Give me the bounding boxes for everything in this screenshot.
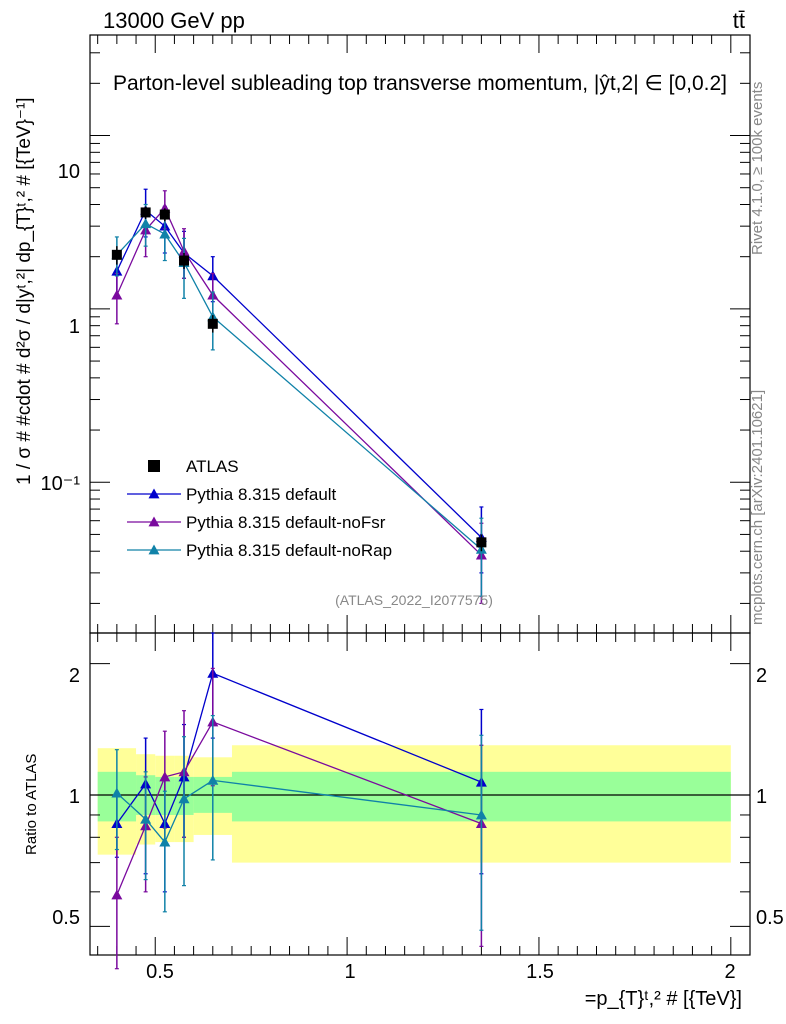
xtick-label-1: 1 — [344, 961, 355, 983]
point-noRap — [159, 228, 171, 239]
main-series-group — [111, 188, 487, 605]
xtick-label-1-5: 1.5 — [526, 961, 554, 983]
ratio-line-noFsr — [116, 721, 482, 896]
ratio-ytick-label-2-right: 2 — [756, 665, 767, 687]
ratio-uncertainty-bands — [97, 745, 731, 863]
ratio-series-group — [111, 632, 487, 970]
plot-frames — [89, 34, 751, 956]
legend-marker-noFsr — [148, 516, 160, 527]
ratio-ytick-label-0-5-left: 0.5 — [52, 907, 80, 929]
main-ytick-label-10: 10 — [58, 161, 80, 183]
xtick-label-0-5: 0.5 — [146, 961, 174, 983]
series-line-noFsr — [116, 207, 482, 556]
x-axis-label: =p_{T}ᵗ,² # [{TeV}] — [585, 988, 742, 1010]
point-noFsr — [111, 289, 123, 300]
plot-title: Parton-level subleading top transverse m… — [113, 72, 727, 95]
ratio-series-noRap — [111, 715, 487, 931]
ratio-plot-frame — [89, 632, 751, 956]
ratio-point-noRap — [207, 774, 219, 785]
ratio-y-axis-label: Ratio to ATLAS — [23, 754, 40, 855]
main-y-axis-label: 1 / σ # #cdot # d²σ / d|yᵗ,²| dp_{T}ᵗ,² … — [14, 97, 35, 485]
ratio-point-noRap — [159, 836, 171, 847]
legend-label-default: Pythia 8.315 default — [186, 485, 337, 504]
rivet-version-label: Rivet 4.1.0, ≥ 100k events — [749, 82, 766, 255]
axis-ticks — [90, 35, 750, 955]
point-atlas — [159, 209, 170, 220]
point-atlas — [140, 207, 151, 218]
ratio-ytick-label-1-left: 1 — [69, 786, 80, 808]
energy-label: 13000 GeV pp — [103, 8, 245, 33]
series-noRap — [111, 203, 487, 597]
point-noRap — [140, 218, 152, 229]
ratio-line-default — [116, 672, 482, 826]
point-atlas — [476, 537, 487, 548]
main-ytick-label-1: 1 — [69, 316, 80, 338]
series-atlas — [111, 206, 487, 552]
legend-label-atlas: ATLAS — [186, 457, 239, 476]
legend-label-norap: Pythia 8.315 default-noRap — [186, 541, 392, 560]
ratio-point-noRap — [475, 809, 487, 820]
ratio-ytick-label-0-5-right: 0.5 — [756, 907, 784, 929]
xtick-label-2: 2 — [724, 961, 735, 983]
source-label: mcplots.cern.ch [arXiv:2401.10621] — [749, 390, 766, 625]
ratio-point-noFsr — [111, 889, 123, 900]
ratio-point-noRap — [140, 813, 152, 824]
series-line-default — [116, 209, 482, 538]
point-atlas — [179, 255, 190, 266]
legend — [127, 460, 181, 555]
ratio-point-noRap — [178, 793, 190, 804]
analysis-id: (ATLAS_2022_I2077575) — [335, 592, 493, 608]
legend-marker-noRap — [148, 544, 160, 555]
legend-marker-default — [148, 488, 160, 499]
ratio-point-noRap — [111, 787, 123, 798]
legend-label-nofsr: Pythia 8.315 default-noFsr — [186, 513, 386, 532]
series-line-noRap — [116, 222, 482, 550]
legend-marker-atlas — [148, 460, 160, 472]
ratio-ytick-label-2-left: 2 — [69, 665, 80, 687]
ratio-line-noRap — [116, 779, 482, 844]
ratio-ytick-label-1-right: 1 — [756, 786, 767, 808]
process-label: tt̄ — [733, 8, 745, 33]
main-ytick-label-0-1: 10⁻¹ — [41, 473, 81, 495]
point-atlas — [207, 318, 218, 329]
ratio-point-noFsr — [159, 771, 171, 782]
point-atlas — [111, 249, 122, 260]
